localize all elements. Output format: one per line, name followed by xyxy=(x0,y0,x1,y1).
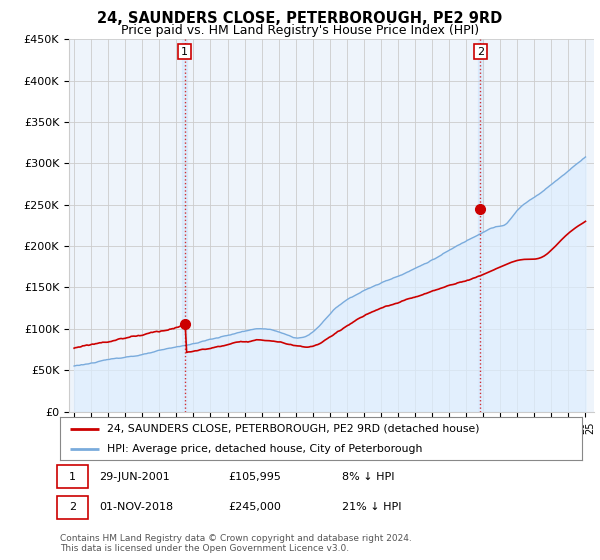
Text: HPI: Average price, detached house, City of Peterborough: HPI: Average price, detached house, City… xyxy=(107,444,422,454)
Text: Contains HM Land Registry data © Crown copyright and database right 2024.
This d: Contains HM Land Registry data © Crown c… xyxy=(60,534,412,553)
Text: 2: 2 xyxy=(69,502,76,512)
Text: 24, SAUNDERS CLOSE, PETERBOROUGH, PE2 9RD (detached house): 24, SAUNDERS CLOSE, PETERBOROUGH, PE2 9R… xyxy=(107,424,479,434)
Text: 24, SAUNDERS CLOSE, PETERBOROUGH, PE2 9RD: 24, SAUNDERS CLOSE, PETERBOROUGH, PE2 9R… xyxy=(97,11,503,26)
Text: £105,995: £105,995 xyxy=(228,472,281,482)
Bar xyxy=(478,39,483,412)
Text: 01-NOV-2018: 01-NOV-2018 xyxy=(99,502,173,512)
Text: 1: 1 xyxy=(181,46,188,57)
Bar xyxy=(182,39,187,412)
Text: 8% ↓ HPI: 8% ↓ HPI xyxy=(342,472,395,482)
Text: 29-JUN-2001: 29-JUN-2001 xyxy=(99,472,170,482)
Text: 21% ↓ HPI: 21% ↓ HPI xyxy=(342,502,401,512)
Text: 1: 1 xyxy=(69,472,76,482)
Text: Price paid vs. HM Land Registry's House Price Index (HPI): Price paid vs. HM Land Registry's House … xyxy=(121,24,479,36)
Text: 2: 2 xyxy=(477,46,484,57)
Text: £245,000: £245,000 xyxy=(228,502,281,512)
